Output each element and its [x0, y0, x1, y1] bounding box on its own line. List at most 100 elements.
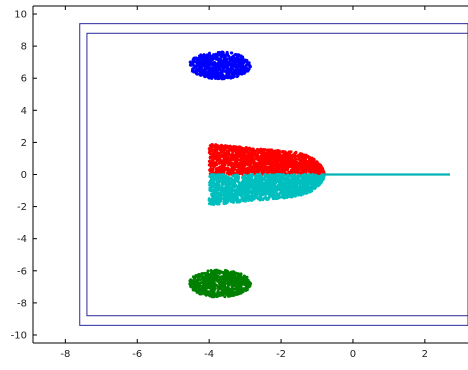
data-point [211, 63, 215, 67]
data-point [238, 65, 242, 69]
data-point [283, 150, 287, 154]
data-point [266, 197, 270, 201]
data-point [200, 290, 204, 294]
data-point [240, 56, 244, 60]
data-point [224, 200, 228, 204]
data-point [249, 185, 253, 189]
data-point [198, 61, 202, 65]
data-point [270, 149, 274, 153]
data-point [255, 147, 259, 151]
data-point [207, 198, 211, 202]
data-point [195, 282, 199, 286]
data-point [265, 191, 269, 195]
data-point [266, 170, 270, 174]
data-point [314, 178, 318, 182]
data-point [312, 167, 316, 171]
data-point [244, 149, 248, 153]
data-point [216, 51, 220, 55]
data-point [242, 176, 246, 180]
data-point [213, 283, 217, 287]
data-point [227, 148, 231, 152]
data-point [198, 55, 202, 59]
data-point [318, 171, 322, 175]
data-point [296, 178, 300, 182]
data-point [198, 292, 202, 296]
data-point [230, 147, 234, 151]
data-point [243, 188, 247, 192]
data-point [226, 75, 230, 79]
data-point [228, 180, 232, 184]
data-point [278, 191, 282, 195]
data-point [234, 189, 238, 193]
data-point [212, 294, 216, 298]
data-point [200, 272, 204, 276]
data-point [217, 166, 221, 170]
data-point [237, 162, 241, 166]
data-point [219, 199, 223, 203]
data-point [215, 292, 219, 296]
y-tick-label: 8 [21, 42, 27, 53]
data-point [223, 163, 227, 167]
data-point [206, 286, 210, 290]
data-point [248, 169, 252, 173]
data-point [245, 171, 249, 175]
data-point [280, 186, 284, 190]
data-point [207, 66, 211, 70]
data-point [242, 182, 246, 186]
data-point [213, 269, 217, 273]
data-point [245, 275, 249, 279]
data-point [219, 154, 223, 158]
data-point [223, 157, 227, 161]
data-point [208, 286, 212, 290]
data-point [192, 287, 196, 291]
data-point [211, 167, 215, 171]
data-point [280, 150, 284, 154]
data-point [263, 176, 267, 180]
data-point [268, 155, 272, 159]
data-point [220, 51, 224, 55]
data-point [242, 166, 246, 170]
data-point [313, 170, 317, 174]
data-point [251, 166, 255, 170]
data-point [284, 182, 288, 186]
data-point [258, 181, 262, 185]
data-point [215, 152, 219, 156]
data-point [218, 194, 222, 198]
data-point [220, 164, 224, 168]
y-tick-label: 4 [21, 106, 27, 117]
data-point [236, 72, 240, 76]
data-point [207, 202, 211, 206]
data-point [231, 55, 235, 59]
data-point [248, 147, 252, 151]
data-point [266, 166, 270, 170]
data-point [208, 291, 212, 295]
data-point [216, 269, 220, 273]
data-point [262, 184, 266, 188]
data-point [234, 285, 238, 289]
data-point [310, 165, 314, 169]
data-point [223, 69, 227, 73]
data-point [217, 156, 221, 160]
data-point [210, 73, 214, 77]
data-point [303, 153, 307, 157]
data-point [239, 272, 243, 276]
data-point [298, 187, 302, 191]
data-point [247, 280, 251, 284]
data-point [212, 69, 216, 73]
y-tick-label: 0 [21, 170, 27, 181]
data-point [212, 178, 216, 182]
x-tick-label: -2 [276, 349, 286, 360]
data-point [226, 67, 230, 71]
data-point [270, 188, 274, 192]
data-point [271, 174, 275, 178]
data-point [228, 168, 232, 172]
data-point [314, 183, 318, 187]
data-point [242, 71, 246, 75]
data-point [225, 188, 229, 192]
data-point [282, 173, 286, 177]
data-point [237, 150, 241, 154]
data-point [214, 191, 218, 195]
data-point [263, 173, 267, 177]
data-point [313, 163, 317, 167]
data-point [235, 278, 239, 282]
